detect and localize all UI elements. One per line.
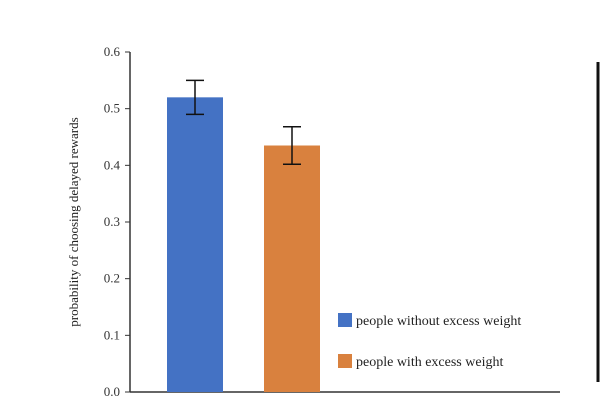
error-bars <box>186 79 301 165</box>
legend-label: people with excess weight <box>356 355 503 370</box>
y-tick-label: 0.0 <box>104 384 120 399</box>
y-axis-ticks: 0.0 0.1 0.2 0.3 0.4 0.5 0.6 <box>104 44 130 399</box>
y-tick-label: 0.2 <box>104 271 120 286</box>
legend: people without excess weight people with … <box>338 313 521 370</box>
bar-2 <box>264 145 320 392</box>
y-tick-label: 0.3 <box>104 214 120 229</box>
y-tick-label: 0.5 <box>104 101 120 116</box>
bars <box>167 97 320 392</box>
bar-1 <box>167 97 223 392</box>
legend-swatch <box>338 354 352 368</box>
y-tick-label: 0.6 <box>104 44 121 59</box>
legend-swatch <box>338 313 352 327</box>
y-tick-label: 0.4 <box>104 157 121 172</box>
legend-label: people without excess weight <box>356 314 521 329</box>
y-axis-title: probability of choosing delayed rewards <box>66 117 81 326</box>
y-tick-label: 0.1 <box>104 327 120 342</box>
